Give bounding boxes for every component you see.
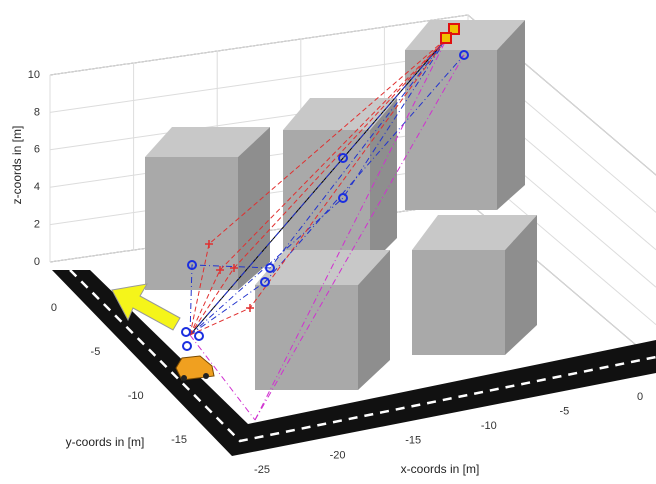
x-tick-label: -10 (481, 420, 497, 432)
chart: 0 2 4 6 8 10 -15 -10 -5 0 -25 -20 -15 -10 -5 0 z-coords… (0, 0, 656, 484)
y-tick-label: 0 (51, 302, 57, 314)
z-tick-label: 2 (34, 219, 40, 231)
x-tick-label: -15 (405, 435, 421, 447)
x-tick-label: -5 (560, 406, 570, 418)
y-axis-label: y-coords in [m] (66, 435, 145, 449)
y-tick-label: -5 (91, 346, 101, 358)
z-axis-label: z-coords in [m] (10, 126, 24, 205)
z-tick-label: 8 (34, 106, 40, 118)
y-tick-label: -15 (171, 434, 187, 446)
buildings (145, 20, 537, 390)
z-tick-label: 10 (28, 69, 40, 81)
z-tick-label: 6 (34, 144, 40, 156)
z-tick-label: 0 (34, 256, 40, 268)
y-tick-label: -10 (128, 390, 144, 402)
x-tick-label: -20 (330, 449, 346, 461)
z-tick-label: 4 (34, 181, 40, 193)
x-tick-label: 0 (637, 391, 643, 403)
x-axis-label: x-coords in [m] (401, 462, 480, 476)
x-tick-label: -25 (254, 464, 270, 476)
